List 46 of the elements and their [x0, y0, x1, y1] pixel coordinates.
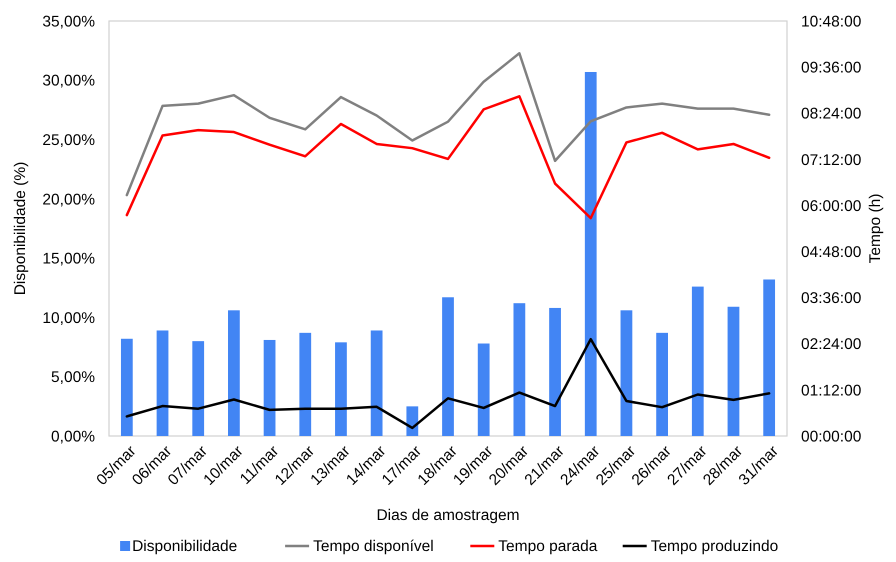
y-tick-label: 5,00% [51, 369, 96, 386]
y2-axis-title: Tempo (h) [867, 194, 884, 264]
y-tick-label: 35,00% [42, 13, 96, 30]
y2-tick-label: 08:24:00 [801, 106, 862, 123]
y-tick-label: 0,00% [51, 428, 96, 446]
bar [335, 342, 347, 436]
bar [156, 330, 168, 436]
bar [264, 340, 276, 436]
y2-tick-label: 02:24:00 [801, 336, 862, 354]
y2-tick-label: 10:48:00 [801, 13, 862, 30]
bar [763, 279, 776, 436]
bar [442, 297, 454, 436]
x-axis-title: Dias de amostragem [376, 507, 520, 524]
bar [692, 286, 704, 436]
y2-tick-label: 03:36:00 [801, 290, 862, 308]
bar [228, 310, 240, 436]
bar [656, 332, 668, 436]
y2-tick-label: 09:36:00 [801, 60, 862, 77]
y-tick-label: 15,00% [42, 250, 96, 268]
y2-tick-label: 01:12:00 [801, 382, 862, 400]
y-tick-label: 30,00% [42, 72, 96, 90]
bar [584, 72, 597, 436]
y2-tick-label: 07:12:00 [801, 152, 862, 169]
bar [370, 330, 383, 436]
line-series [126, 95, 770, 220]
y2-tick-label: 00:00:00 [801, 428, 862, 446]
bar [620, 310, 632, 436]
legend-label: Tempo parada [498, 538, 598, 555]
bar [549, 308, 561, 436]
y2-tick-label: 04:48:00 [801, 244, 862, 261]
legend-label: Tempo disponível [313, 538, 434, 555]
y-axis-title: Disponibilidade (%) [12, 162, 29, 296]
bar [192, 341, 204, 436]
bar [120, 338, 133, 436]
legend-label: Disponibilidade [132, 538, 238, 555]
y-tick-label: 10,00% [42, 310, 96, 327]
line-series [126, 338, 770, 430]
bar [299, 332, 312, 436]
y-tick-label: 20,00% [42, 191, 96, 208]
y-tick-label: 25,00% [42, 132, 96, 149]
bar [728, 306, 740, 436]
bar [513, 303, 526, 436]
line-series [126, 52, 770, 196]
legend-label: Tempo produzindo [650, 538, 778, 555]
y2-tick-label: 06:00:00 [801, 198, 862, 215]
bar [478, 344, 490, 436]
